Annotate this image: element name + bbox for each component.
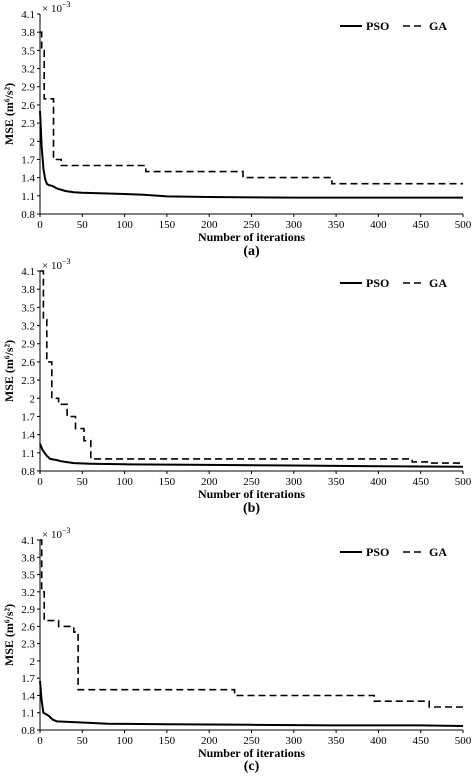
x-tick-label: 450 bbox=[412, 735, 429, 747]
y-tick-label: 2.3 bbox=[21, 118, 35, 130]
x-tick-label: 50 bbox=[77, 735, 89, 747]
y-tick-label: 1.1 bbox=[21, 708, 35, 720]
x-tick-label: 450 bbox=[412, 476, 429, 488]
y-tick-label: 1.1 bbox=[21, 448, 35, 460]
x-axis-title: Number of iterations bbox=[198, 746, 305, 760]
x-tick-label: 450 bbox=[412, 219, 429, 231]
y-axis-multiplier: × 10−3 bbox=[42, 526, 70, 541]
x-tick-label: 400 bbox=[370, 476, 387, 488]
x-tick-label: 150 bbox=[159, 219, 176, 231]
y-tick-label: 2.6 bbox=[21, 100, 35, 112]
y-tick-label: 2.9 bbox=[21, 82, 35, 94]
y-tick-label: 1.7 bbox=[21, 154, 35, 166]
x-tick-label: 50 bbox=[77, 219, 89, 231]
x-tick-label: 150 bbox=[159, 735, 176, 747]
x-tick-label: 500 bbox=[455, 735, 472, 747]
x-tick-label: 250 bbox=[243, 735, 260, 747]
y-tick-label: 2.9 bbox=[21, 339, 35, 351]
y-tick-label: 3.5 bbox=[21, 302, 35, 314]
x-tick-label: 350 bbox=[328, 219, 345, 231]
panel-label: (a) bbox=[243, 244, 260, 259]
y-axis-multiplier: × 10−3 bbox=[42, 0, 70, 15]
x-tick-label: 400 bbox=[370, 219, 387, 231]
y-tick-label: 4.1 bbox=[21, 535, 35, 547]
x-tick-label: 200 bbox=[201, 476, 218, 488]
series-line-ga bbox=[40, 31, 463, 185]
y-tick-label: 2.3 bbox=[21, 375, 35, 387]
x-tick-label: 500 bbox=[455, 219, 472, 231]
y-axis-multiplier: × 10−3 bbox=[42, 257, 70, 272]
x-tick-label: 100 bbox=[116, 735, 133, 747]
x-tick-label: 250 bbox=[243, 219, 260, 231]
series-line-pso bbox=[39, 443, 464, 468]
x-tick-label: 300 bbox=[286, 735, 303, 747]
y-tick-label: 3.8 bbox=[21, 552, 35, 564]
y-tick-label: 1.1 bbox=[21, 191, 35, 203]
x-tick-label: 300 bbox=[286, 219, 303, 231]
x-tick-label: 0 bbox=[37, 476, 43, 488]
x-tick-label: 100 bbox=[116, 476, 133, 488]
panel-label: (c) bbox=[244, 759, 260, 774]
x-tick-label: 250 bbox=[243, 476, 260, 488]
series-line-pso bbox=[39, 681, 464, 727]
y-tick-label: 0.8 bbox=[21, 466, 35, 478]
y-tick-label: 1.4 bbox=[21, 430, 35, 442]
x-tick-label: 200 bbox=[201, 735, 218, 747]
y-tick-label: 0.8 bbox=[21, 209, 35, 221]
x-tick-label: 50 bbox=[77, 476, 89, 488]
y-tick-label: 1.7 bbox=[21, 411, 35, 423]
y-tick-label: 0.8 bbox=[21, 725, 35, 737]
x-tick-label: 350 bbox=[328, 735, 345, 747]
legend-label-pso: PSO bbox=[366, 276, 389, 290]
y-tick-label: 3.8 bbox=[21, 27, 35, 39]
legend-label-ga: GA bbox=[429, 545, 447, 559]
y-axis-title: MSE (m⁶/s²) bbox=[2, 83, 16, 145]
x-tick-label: 200 bbox=[201, 219, 218, 231]
x-tick-label: 400 bbox=[370, 735, 387, 747]
x-tick-label: 300 bbox=[286, 476, 303, 488]
y-tick-label: 3.5 bbox=[21, 570, 35, 582]
y-tick-label: 2 bbox=[30, 656, 36, 668]
x-tick-label: 0 bbox=[37, 735, 43, 747]
y-tick-label: 2.9 bbox=[21, 604, 35, 616]
y-tick-label: 2.6 bbox=[21, 621, 35, 633]
series-line-ga bbox=[40, 270, 463, 464]
legend-label-pso: PSO bbox=[366, 19, 389, 33]
y-tick-label: 2.6 bbox=[21, 357, 35, 369]
y-tick-label: 2 bbox=[30, 136, 36, 148]
x-axis-title: Number of iterations bbox=[198, 487, 305, 501]
y-tick-label: 1.7 bbox=[21, 673, 35, 685]
panel-label: (b) bbox=[243, 501, 260, 516]
y-tick-label: 1.4 bbox=[21, 690, 35, 702]
series-line-ga bbox=[40, 539, 463, 708]
y-tick-label: 3.5 bbox=[21, 45, 35, 57]
y-tick-label: 3.2 bbox=[21, 64, 35, 76]
x-tick-label: 500 bbox=[455, 476, 472, 488]
legend-label-ga: GA bbox=[429, 19, 447, 33]
chart-panel-b: 0.8 1.1 1.4 1.7 2 2.3 2.6 2.9 3.2 3.5 3.8 4.1 0 50 100… bbox=[2, 257, 472, 516]
series-line-pso bbox=[39, 110, 463, 199]
y-tick-label: 3.2 bbox=[21, 321, 35, 333]
x-tick-label: 350 bbox=[328, 476, 345, 488]
x-tick-label: 150 bbox=[159, 476, 176, 488]
legend-label-ga: GA bbox=[429, 276, 447, 290]
y-tick-label: 2 bbox=[30, 393, 36, 405]
chart-panel-c: 0.8 1.1 1.4 1.7 2 2.3 2.6 2.9 3.2 3.5 3.8 4.1 0 50 100… bbox=[2, 526, 472, 774]
y-tick-label: 3.2 bbox=[21, 587, 35, 599]
y-tick-label: 3.8 bbox=[21, 284, 35, 296]
x-tick-label: 0 bbox=[37, 219, 43, 231]
legend-label-pso: PSO bbox=[366, 545, 389, 559]
x-axis-title: Number of iterations bbox=[198, 230, 305, 244]
y-axis-title: MSE (m⁶/s²) bbox=[2, 340, 16, 402]
chart-panel-a: 0.8 1.1 1.4 1.7 2 2.3 2.6 2.9 3.2 3.5 3.8 4.1 0 50 100… bbox=[2, 0, 472, 259]
y-tick-label: 1.4 bbox=[21, 173, 35, 185]
y-tick-label: 4.1 bbox=[21, 266, 35, 278]
y-tick-label: 2.3 bbox=[21, 639, 35, 651]
y-tick-label: 4.1 bbox=[21, 9, 35, 21]
y-axis-title: MSE (m⁶/s²) bbox=[2, 604, 16, 666]
x-tick-label: 100 bbox=[116, 219, 133, 231]
